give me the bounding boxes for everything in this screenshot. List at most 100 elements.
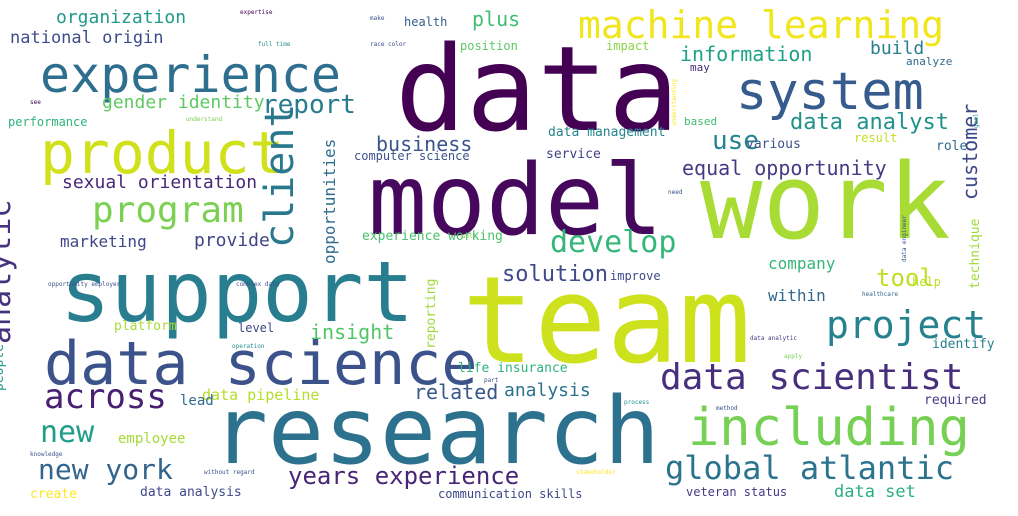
word-use: use [712,126,759,156]
word-data-scientist: data scientist [660,357,964,398]
word-insight: insight [310,320,395,344]
word-data-science: data science [44,329,478,399]
word-organization: organization [56,7,187,28]
word-information: information [680,42,813,66]
word-life-insurance: life insurance [458,361,568,376]
word-opportunity-employer: opportunity employer [48,281,121,288]
word-client: client [257,103,303,249]
word-technique: technique [968,218,983,289]
word-including: including [688,398,970,458]
word-full-time: full time [258,41,291,48]
word-performance: performance [8,115,88,129]
word-create: create [30,487,77,502]
word-report: report [262,90,356,120]
word-research: research [212,377,660,485]
word-may: may [690,61,710,74]
word-within: within [768,286,826,305]
word-provide: provide [194,230,270,251]
word-health: health [404,15,448,29]
word-experience: experience [40,46,342,104]
word-experience-working: experience working [362,229,503,244]
word-related: related [414,380,499,404]
word-veteran-status: veteran status [686,485,788,499]
word-identify: identify [932,337,995,352]
word-work: work [700,141,951,263]
word-national-origin: national origin [10,28,164,48]
word-position: position [460,39,518,53]
word-solution: solution [502,262,608,287]
word-years-experience: years experience [288,462,520,490]
word-process: process [624,399,650,406]
word-goal: goal [973,113,980,128]
word-make: make [370,15,385,22]
word-data-analyst: data analyst [790,110,949,135]
word-data-pipeline: data pipeline [202,386,320,404]
word-communication-skills: communication skills [438,487,583,501]
word-gender-identity: gender identity [102,92,265,113]
word-operation: operation [232,343,265,350]
word-lead: lead [180,393,214,409]
word-understand: understand [186,116,223,123]
word-analysis: analysis [504,380,591,401]
word-model: model [368,144,664,258]
word-data-analysis: data analysis [140,485,242,500]
word-system: system [736,62,924,122]
word-global-atlantic: global atlantic [665,449,954,487]
word-various: various [746,137,801,152]
word-see: see [30,99,41,106]
word-understanding: understanding [671,79,678,126]
word-race-color: race color [370,41,407,48]
word-computer-science: computer science [354,149,470,163]
word-knowledge: knowledge [30,451,63,458]
word-new: new [40,415,95,450]
word-develop: develop [550,225,677,260]
word-opportunities: opportunities [320,138,339,264]
word-data-set: data set [834,482,916,502]
word-apply: apply [784,353,803,360]
word-data-analytic: data analytic [750,335,797,342]
word-build: build [870,38,925,59]
word-platform: platform [114,319,177,334]
word-part: part [484,377,499,384]
word-new-york: new york [38,453,173,486]
word-machine-learning: machine learning [578,3,945,47]
word-complex-data: complex data [236,281,280,288]
word-reporting: reporting [424,278,439,349]
word-support: support [60,243,415,341]
word-project: project [826,303,987,347]
word-healthcare: healthcare [862,291,899,298]
word-need: need [668,189,683,196]
word-analytic: analytic [0,199,18,345]
word-program: program [92,190,244,231]
word-improve: improve [610,269,661,283]
word-role: role [936,139,968,154]
word-people: people [0,344,7,391]
word-sexual-orientation: sexual orientation [62,172,258,193]
word-company: company [768,254,836,273]
word-without-regard: without regard [204,469,255,476]
word-stakeholder: stakeholder [576,469,616,476]
word-equal-opportunity: equal opportunity [682,156,887,180]
word-tool: tool [876,264,934,292]
word-data: data [395,20,680,158]
word-analyze: analyze [906,55,953,68]
word-result: result [854,131,898,145]
word-expertise: expertise [240,9,273,16]
word-employee: employee [118,431,186,447]
word-method: method [716,405,738,412]
word-product: product [40,119,285,187]
word-impact: impact [606,39,650,53]
word-required: required [924,393,987,408]
word-plus: plus [472,7,521,31]
word-service: service [546,147,601,162]
word-data-engineer: data engineer [901,215,908,262]
word-level: level [238,321,275,335]
word-marketing: marketing [60,232,147,251]
word-based: based [684,115,718,128]
word-team: team [462,252,751,391]
word-help: help [912,275,941,289]
word-well: well [462,233,477,240]
word-across: across [44,377,167,417]
word-data-management: data management [548,125,666,140]
